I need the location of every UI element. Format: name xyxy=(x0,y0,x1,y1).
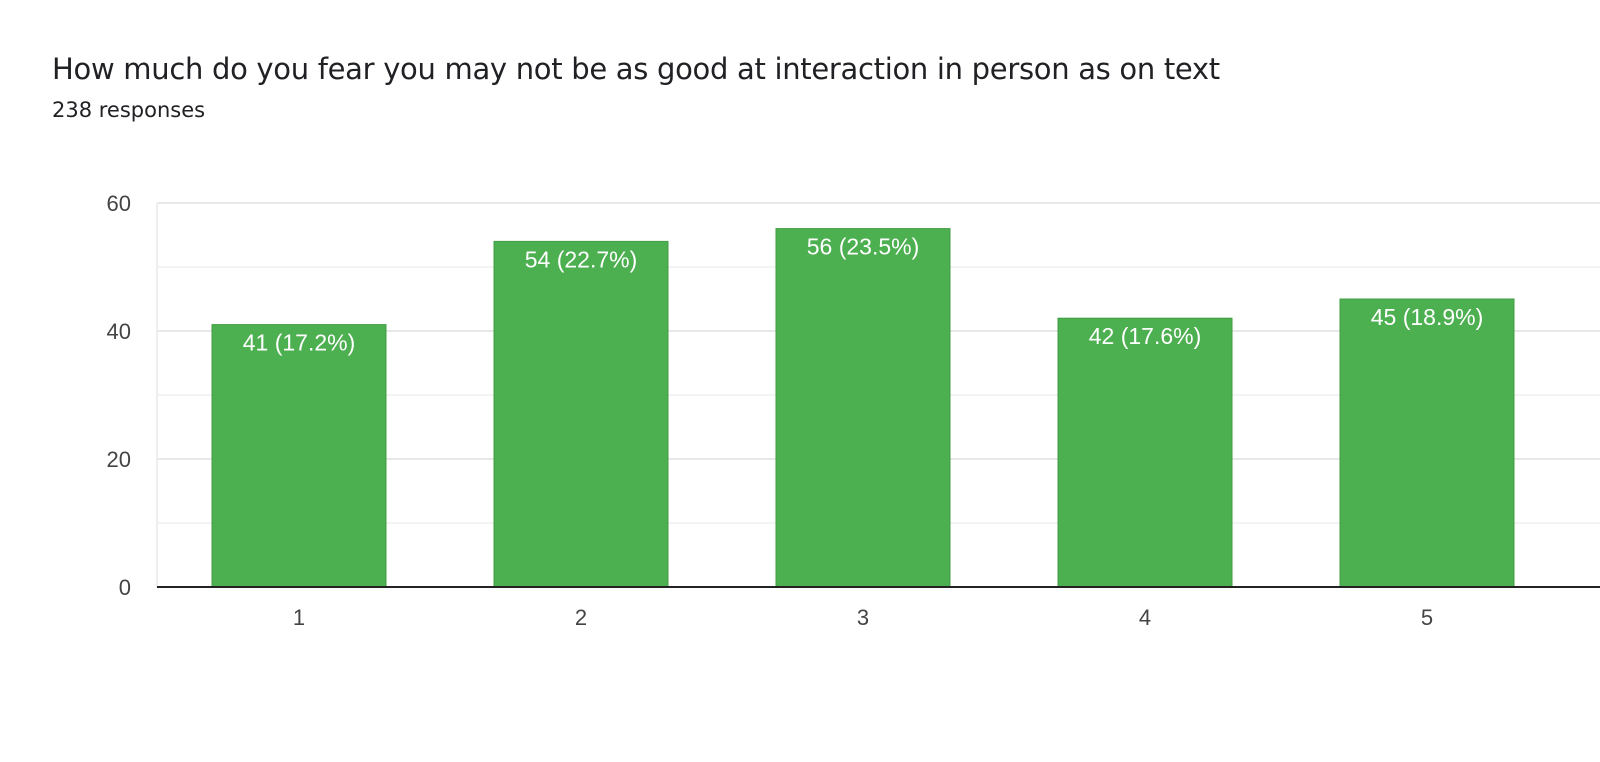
data-label-1: 41 (17.2%) xyxy=(243,330,356,356)
bars xyxy=(211,228,1515,588)
x-tick-label-1: 1 xyxy=(293,605,305,630)
chart-header: How much do you fear you may not be as g… xyxy=(52,52,1220,122)
y-tick-label-60: 60 xyxy=(107,191,131,216)
x-tick-label-5: 5 xyxy=(1421,605,1433,630)
x-tick-label-4: 4 xyxy=(1139,605,1151,630)
y-tick-label-40: 40 xyxy=(107,319,131,344)
bar-3 xyxy=(775,228,951,588)
data-label-3: 56 (23.5%) xyxy=(807,234,920,260)
x-tick-label-3: 3 xyxy=(857,605,869,630)
bar-1 xyxy=(211,324,387,588)
bar-5 xyxy=(1339,298,1515,588)
labels: 0 20 40 60 41 (17.2%) 1 54 (22.7%) 2 56 (23.5%) 3… xyxy=(107,191,1484,630)
data-label-2: 54 (22.7%) xyxy=(525,246,638,272)
data-label-5: 45 (18.9%) xyxy=(1371,304,1484,330)
data-label-4: 42 (17.6%) xyxy=(1089,323,1202,349)
x-tick-label-2: 2 xyxy=(575,605,587,630)
y-tick-label-20: 20 xyxy=(107,447,131,472)
response-count: 238 responses xyxy=(52,98,206,122)
chart-title: How much do you fear you may not be as g… xyxy=(52,52,1220,86)
y-tick-label-0: 0 xyxy=(119,575,131,600)
bar-2 xyxy=(493,240,669,588)
bar-4 xyxy=(1057,317,1233,588)
